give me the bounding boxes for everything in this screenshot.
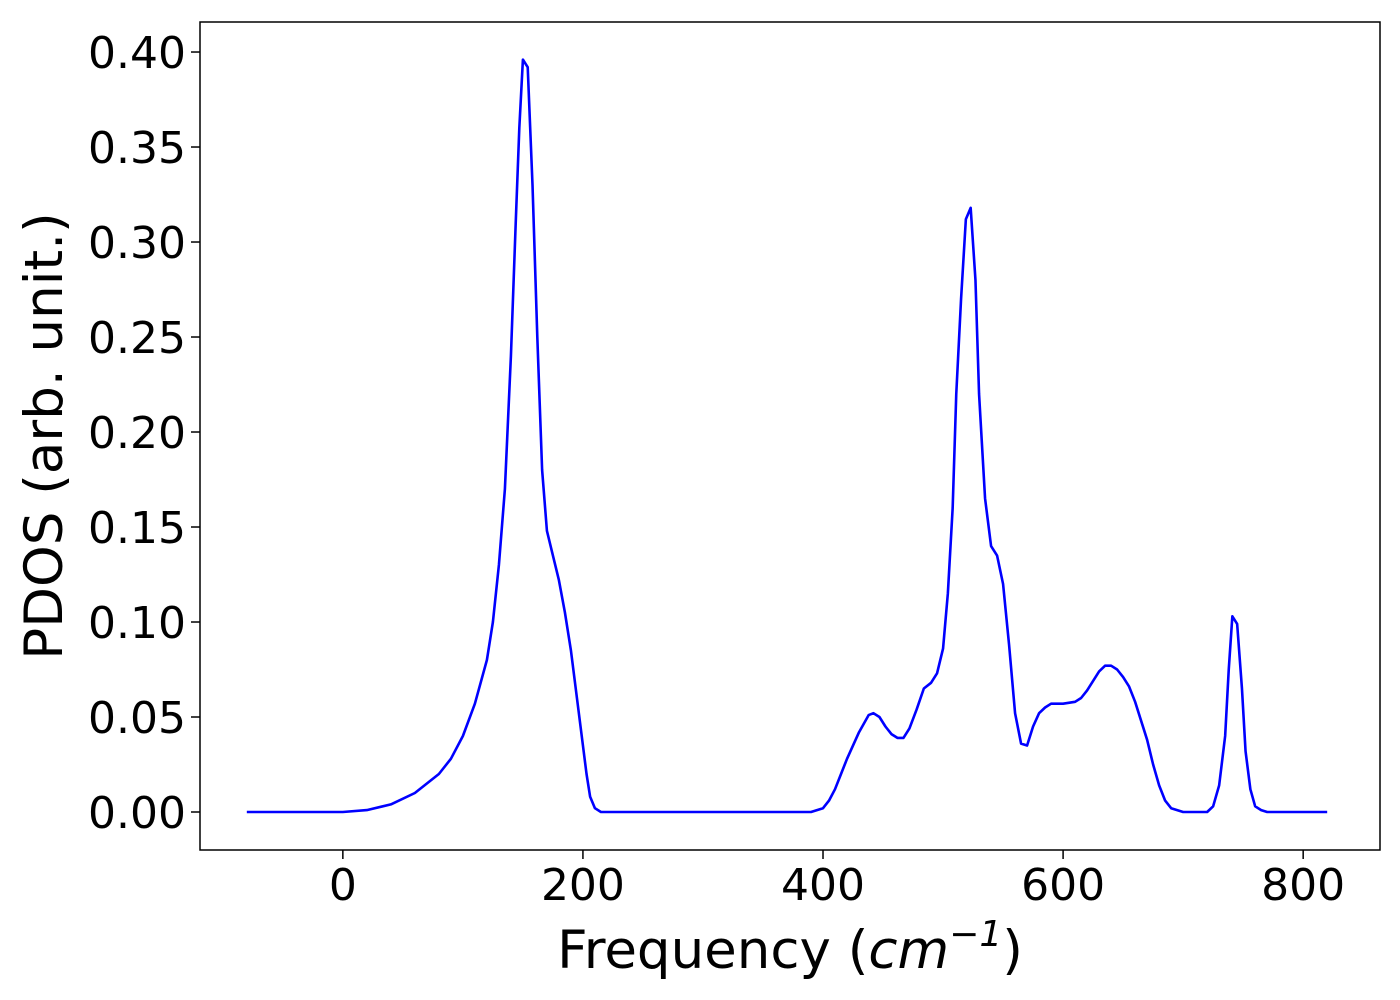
y-tick-label: 0.35 <box>88 123 186 174</box>
y-tick-label: 0.20 <box>88 408 186 459</box>
y-tick-label: 0.05 <box>88 693 186 744</box>
x-label-suffix: ) <box>1002 920 1023 981</box>
y-tick-label: 0.25 <box>88 313 186 364</box>
plot-frame <box>199 21 1381 851</box>
x-tick-label: 200 <box>541 860 625 911</box>
x-tick-label: 600 <box>1021 860 1105 911</box>
y-tick-label: 0.40 <box>88 28 186 79</box>
y-tick-label: 0.10 <box>88 598 186 649</box>
x-tick-label: 800 <box>1261 860 1345 911</box>
data-line <box>246 58 1328 814</box>
x-label-exponent: −1 <box>949 914 1002 955</box>
y-tick-label: 0.00 <box>88 788 186 839</box>
x-label-prefix: Frequency ( <box>557 920 868 981</box>
x-axis-label: Frequency (cm−1) <box>557 914 1023 981</box>
y-tick-label: 0.30 <box>88 218 186 269</box>
x-tick-label: 400 <box>781 860 865 911</box>
y-axis-label: PDOS (arb. unit.) <box>14 212 75 659</box>
x-tick-label: 0 <box>329 860 357 911</box>
y-tick-label: 0.15 <box>88 503 186 554</box>
x-label-unit: cm <box>868 920 949 981</box>
